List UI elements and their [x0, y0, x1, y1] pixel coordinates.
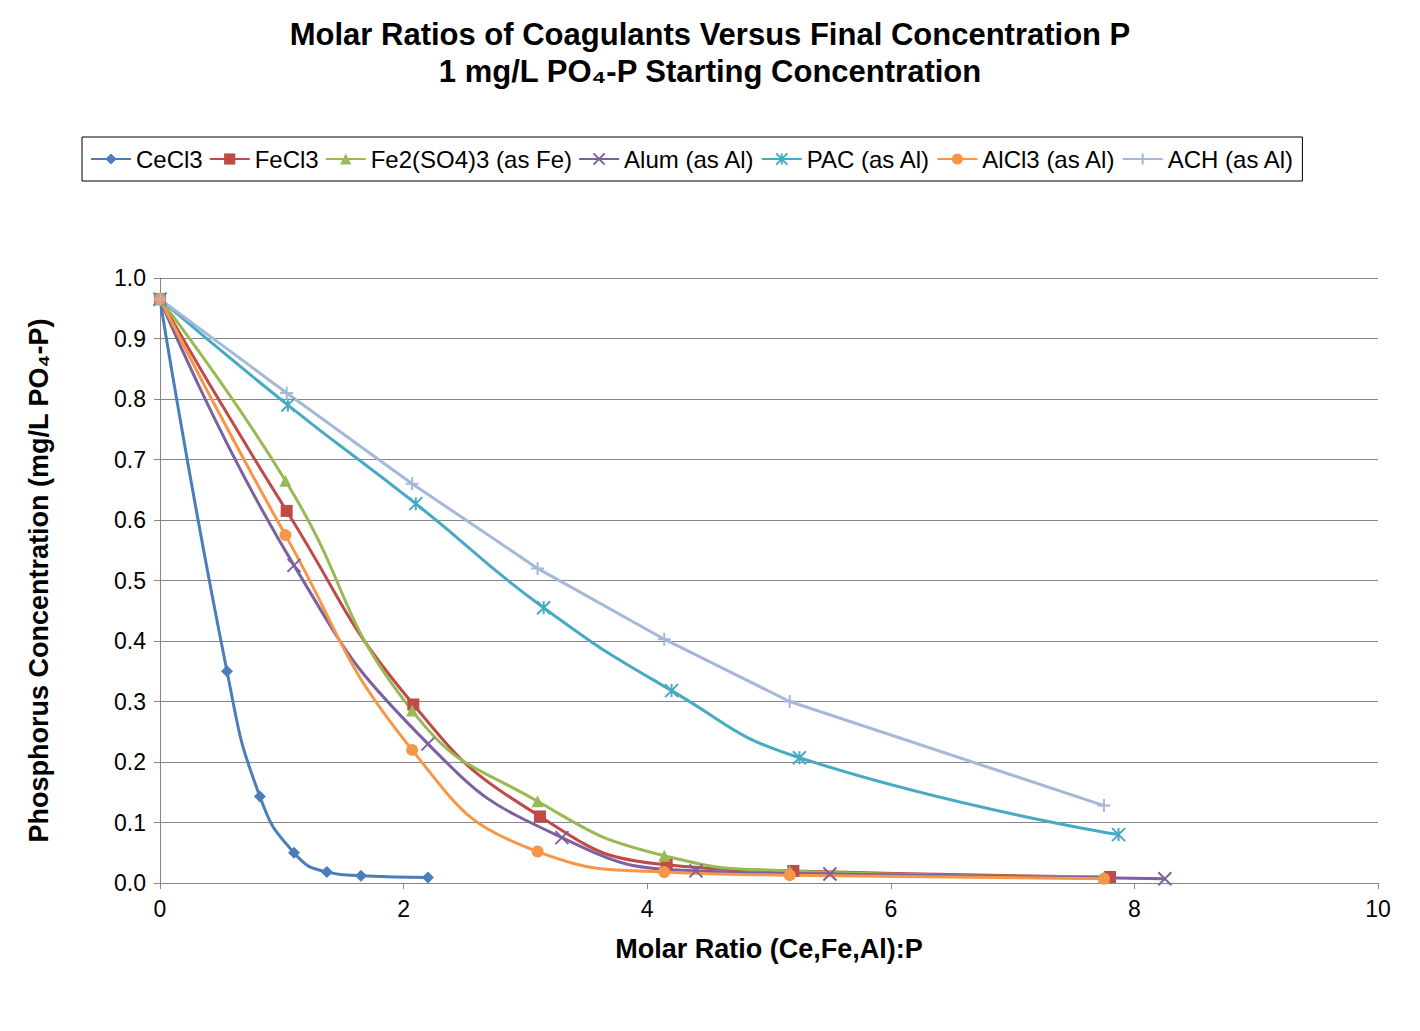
svg-text:Phosphorus Concentration (mg/L: Phosphorus Concentration (mg/L PO₄-P)	[24, 319, 54, 843]
svg-text:AlCl3 (as Al): AlCl3 (as Al)	[982, 146, 1114, 173]
svg-text:0.1: 0.1	[114, 810, 146, 836]
svg-text:2: 2	[397, 896, 410, 922]
svg-text:CeCl3: CeCl3	[136, 146, 203, 173]
svg-text:0.8: 0.8	[114, 386, 146, 412]
svg-text:Alum (as Al): Alum (as Al)	[624, 146, 753, 173]
svg-text:0: 0	[154, 896, 167, 922]
svg-text:Molar Ratio (Ce,Fe,Al):P: Molar Ratio (Ce,Fe,Al):P	[615, 934, 923, 964]
svg-text:Fe2(SO4)3 (as Fe): Fe2(SO4)3 (as Fe)	[371, 146, 572, 173]
svg-text:0.5: 0.5	[114, 568, 146, 594]
svg-text:0.6: 0.6	[114, 507, 146, 533]
svg-text:10: 10	[1365, 896, 1391, 922]
svg-text:1.0: 1.0	[114, 265, 146, 291]
svg-text:0.2: 0.2	[114, 749, 146, 775]
svg-text:4: 4	[641, 896, 654, 922]
svg-text:0.9: 0.9	[114, 326, 146, 352]
svg-text:0.0: 0.0	[114, 870, 146, 896]
svg-text:Molar Ratios of Coagulants Ver: Molar Ratios of Coagulants Versus Final …	[290, 17, 1131, 52]
svg-text:0.3: 0.3	[114, 689, 146, 715]
svg-text:FeCl3: FeCl3	[255, 146, 319, 173]
svg-text:0.4: 0.4	[114, 628, 146, 654]
svg-text:8: 8	[1128, 896, 1141, 922]
svg-text:6: 6	[884, 896, 897, 922]
svg-text:ACH (as Al): ACH (as Al)	[1168, 146, 1293, 173]
svg-text:1 mg/L PO₄-P Starting Concentr: 1 mg/L PO₄-P Starting Concentration	[439, 54, 981, 89]
svg-text:0.7: 0.7	[114, 447, 146, 473]
svg-text:PAC (as Al): PAC (as Al)	[807, 146, 929, 173]
